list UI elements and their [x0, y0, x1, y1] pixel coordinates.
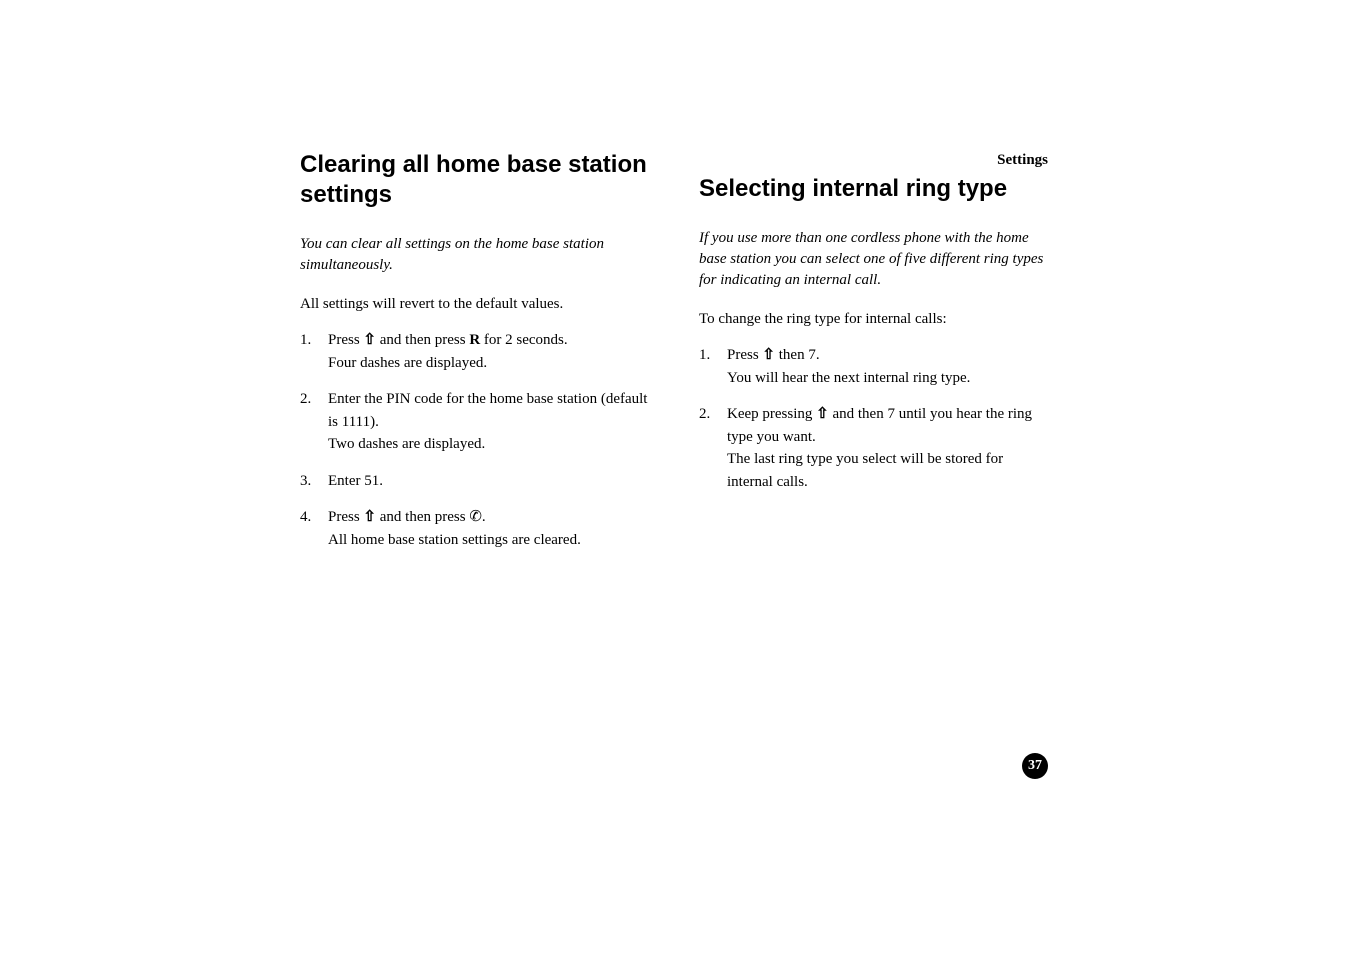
left-step-3: Enter 51.: [300, 470, 649, 493]
right-step-1: Press ⇧ then 7. You will hear the next i…: [699, 344, 1048, 389]
step-text: Press: [727, 347, 762, 363]
step-text: Keep pressing: [727, 406, 816, 422]
right-intro-paragraph: If you use more than one cordless phone …: [699, 228, 1048, 291]
key-r: R: [469, 332, 480, 348]
step-text: and then press: [376, 509, 469, 525]
right-section-title: Selecting internal ring type: [699, 174, 1048, 204]
right-step-2: Keep pressing ⇧ and then 7 until you hea…: [699, 403, 1048, 493]
step-text: for 2 seconds.: [480, 332, 567, 348]
step-line2: You will hear the next internal ring typ…: [727, 370, 970, 386]
left-intro-paragraph: You can clear all settings on the home b…: [300, 234, 649, 276]
left-column: Clearing all home base station settings …: [300, 150, 649, 565]
step-text: Press: [328, 332, 363, 348]
step-line2: All home base station settings are clear…: [328, 532, 581, 548]
handset-icon: ✆: [469, 506, 482, 529]
page-number-badge: 37: [1022, 753, 1048, 779]
left-section-title: Clearing all home base station settings: [300, 150, 649, 210]
shift-icon: ⇧: [363, 506, 376, 529]
left-body-paragraph: All settings will revert to the default …: [300, 294, 649, 315]
step-line2: Four dashes are displayed.: [328, 355, 487, 371]
left-step-1: Press ⇧ and then press R for 2 seconds. …: [300, 329, 649, 374]
right-steps-list: Press ⇧ then 7. You will hear the next i…: [699, 344, 1048, 493]
shift-icon: ⇧: [816, 403, 829, 426]
left-steps-list: Press ⇧ and then press R for 2 seconds. …: [300, 329, 649, 551]
left-step-2: Enter the PIN code for the home base sta…: [300, 388, 649, 456]
step-text: then 7.: [775, 347, 820, 363]
section-header-label: Settings: [997, 152, 1048, 169]
left-step-4: Press ⇧ and then press ✆. All home base …: [300, 506, 649, 551]
right-column: Selecting internal ring type If you use …: [699, 150, 1048, 565]
step-line2: The last ring type you select will be st…: [727, 451, 1003, 490]
shift-icon: ⇧: [762, 344, 775, 367]
right-body-paragraph: To change the ring type for internal cal…: [699, 309, 1048, 330]
step-line2: Two dashes are displayed.: [328, 436, 485, 452]
step-text: and then press: [376, 332, 469, 348]
shift-icon: ⇧: [363, 329, 376, 352]
step-text: Enter the PIN code for the home base sta…: [328, 391, 647, 430]
step-text: Enter 51.: [328, 473, 383, 489]
step-text: Press: [328, 509, 363, 525]
step-text: .: [482, 509, 486, 525]
page-container: Clearing all home base station settings …: [0, 0, 1348, 665]
